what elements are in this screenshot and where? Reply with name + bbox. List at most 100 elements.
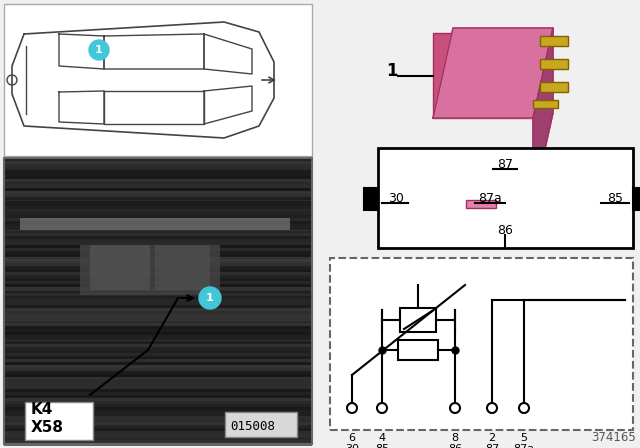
Bar [4, 158, 312, 161]
Bar [4, 401, 312, 404]
Bar [25, 402, 93, 440]
Circle shape [89, 40, 109, 60]
Bar [433, 33, 533, 118]
Bar [155, 245, 210, 290]
Bar [4, 158, 312, 444]
Bar [4, 335, 312, 338]
Bar [4, 413, 312, 416]
Bar [4, 338, 312, 341]
Text: 8: 8 [451, 433, 459, 443]
Bar [4, 245, 312, 248]
Bar [540, 59, 568, 69]
Bar [4, 242, 312, 245]
Bar [398, 340, 438, 360]
Bar [330, 258, 633, 430]
Bar [4, 290, 312, 293]
Bar [4, 287, 312, 290]
Bar [4, 200, 312, 203]
Bar [4, 209, 312, 212]
Text: 87a: 87a [478, 191, 502, 204]
Bar [633, 188, 640, 210]
Bar [4, 383, 312, 386]
Text: K4: K4 [31, 402, 53, 417]
Bar [4, 344, 312, 347]
Text: 4: 4 [378, 433, 385, 443]
Text: 30: 30 [345, 444, 359, 448]
Bar [4, 167, 312, 170]
Text: 87a: 87a [513, 444, 534, 448]
Bar [4, 353, 312, 356]
Bar [4, 164, 312, 167]
Text: X58: X58 [31, 420, 64, 435]
Bar [20, 218, 290, 230]
Bar [4, 203, 312, 206]
Bar [4, 296, 312, 299]
Bar [4, 398, 312, 401]
Bar [4, 212, 312, 215]
Bar [4, 188, 312, 191]
Bar [4, 284, 312, 287]
Bar [4, 326, 312, 329]
Bar [4, 410, 312, 413]
Bar [225, 412, 297, 437]
Bar [4, 317, 312, 320]
Bar [4, 191, 312, 194]
Bar [540, 36, 568, 46]
Bar [4, 425, 312, 428]
Bar [4, 275, 312, 278]
Bar [4, 260, 312, 263]
Bar [4, 173, 312, 176]
Bar [4, 329, 312, 332]
Bar [4, 377, 312, 380]
Bar [4, 227, 312, 230]
Bar [4, 314, 312, 317]
Bar [4, 389, 312, 392]
Bar [4, 158, 312, 444]
Bar [4, 176, 312, 179]
Bar [4, 179, 312, 182]
Bar [4, 407, 312, 410]
Bar [4, 4, 312, 156]
Text: 1: 1 [206, 293, 214, 303]
Bar [4, 185, 312, 188]
Bar [4, 392, 312, 395]
Bar [4, 302, 312, 305]
Bar [4, 341, 312, 344]
Text: 87: 87 [497, 158, 513, 171]
Bar [4, 404, 312, 407]
Bar [4, 251, 312, 254]
Bar [4, 233, 312, 236]
Bar [4, 194, 312, 197]
Bar [4, 257, 312, 260]
Text: 30: 30 [388, 191, 404, 204]
Bar [4, 263, 312, 266]
Bar [4, 254, 312, 257]
Bar [4, 365, 312, 368]
Bar [4, 311, 312, 314]
Bar [400, 308, 436, 332]
Circle shape [199, 287, 221, 309]
Bar [4, 332, 312, 335]
Bar [4, 437, 312, 440]
Bar [364, 188, 378, 210]
Bar [4, 419, 312, 422]
Text: 85: 85 [375, 444, 389, 448]
Text: 2: 2 [488, 433, 495, 443]
Bar [4, 269, 312, 272]
Bar [4, 428, 312, 431]
Bar [4, 362, 312, 365]
Bar [4, 347, 312, 350]
Bar [4, 197, 312, 200]
Bar [4, 431, 312, 434]
Bar [4, 236, 312, 239]
Text: 374165: 374165 [591, 431, 636, 444]
Text: 1: 1 [95, 45, 103, 55]
Bar [378, 148, 633, 248]
Bar [4, 266, 312, 269]
Bar [4, 206, 312, 209]
Bar [80, 245, 220, 295]
Bar [4, 395, 312, 398]
Bar [466, 200, 496, 208]
Bar [4, 224, 312, 227]
Bar [4, 368, 312, 371]
